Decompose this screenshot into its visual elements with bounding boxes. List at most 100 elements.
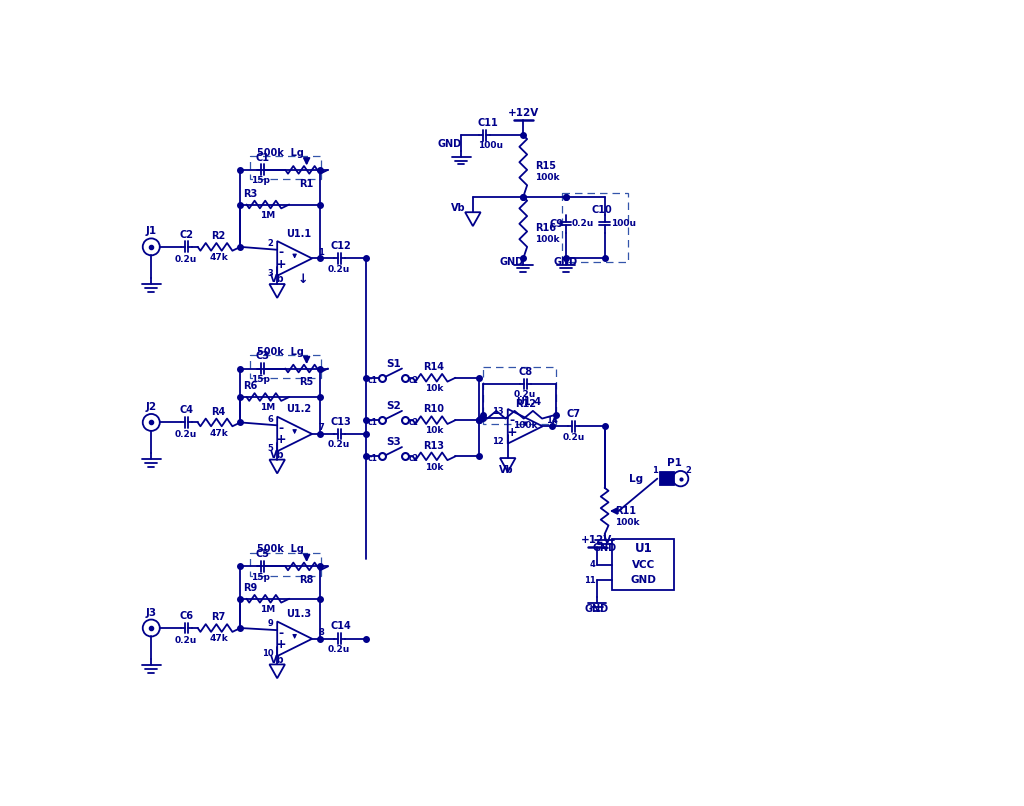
Text: Vb: Vb: [270, 274, 285, 285]
Text: R1: R1: [299, 179, 313, 189]
Text: 100k: 100k: [535, 235, 559, 243]
Bar: [612, 539, 675, 589]
Text: C6: C6: [179, 611, 194, 621]
Text: +: +: [275, 258, 287, 271]
Bar: [250, 156, 322, 179]
Text: C10: C10: [592, 205, 612, 215]
Text: Vb: Vb: [270, 654, 285, 665]
Text: 1M: 1M: [260, 605, 275, 614]
Text: R14: R14: [423, 362, 444, 372]
Text: -: -: [509, 414, 514, 427]
Text: C12: C12: [331, 241, 351, 251]
Text: S1: S1: [386, 359, 400, 369]
Text: R9: R9: [244, 583, 258, 593]
Text: U1.1: U1.1: [286, 229, 311, 239]
Text: C5: C5: [255, 549, 269, 559]
Text: c1: c1: [368, 454, 378, 463]
Text: 11: 11: [584, 575, 595, 585]
Text: 4: 4: [590, 560, 595, 569]
Text: C8: C8: [518, 367, 532, 376]
Text: 15p: 15p: [251, 177, 270, 185]
Text: 0.2u: 0.2u: [328, 440, 350, 449]
Text: C9: C9: [550, 218, 563, 229]
Text: R4: R4: [212, 407, 226, 417]
Text: 1M: 1M: [260, 211, 275, 220]
Text: J3: J3: [145, 608, 157, 617]
Text: U1.2: U1.2: [286, 405, 311, 414]
Text: Lg: Lg: [629, 474, 643, 484]
Bar: [562, 193, 628, 262]
Text: GND: GND: [499, 257, 523, 268]
Text: 14: 14: [547, 416, 558, 425]
Text: U1.3: U1.3: [286, 609, 311, 619]
Text: 100u: 100u: [611, 219, 636, 228]
Text: R8: R8: [299, 575, 313, 585]
Text: J1: J1: [145, 226, 157, 236]
Text: 500k  Lg: 500k Lg: [257, 148, 304, 158]
Text: R6: R6: [244, 381, 258, 391]
Text: R5: R5: [299, 377, 313, 388]
Text: GND: GND: [593, 543, 616, 553]
Text: 1: 1: [652, 467, 658, 476]
Text: 1M: 1M: [260, 403, 275, 413]
Text: +: +: [506, 426, 517, 438]
Text: 15p: 15p: [251, 573, 270, 582]
Text: R3: R3: [244, 189, 258, 199]
Text: 10: 10: [262, 649, 273, 659]
Text: R16: R16: [535, 222, 556, 233]
Text: R11: R11: [615, 506, 637, 516]
Text: 2: 2: [685, 467, 691, 476]
Text: C13: C13: [331, 417, 351, 426]
Text: C11: C11: [478, 118, 499, 128]
Text: U1.4: U1.4: [516, 397, 542, 407]
Text: c1: c1: [368, 376, 378, 384]
Text: c2: c2: [409, 454, 419, 463]
Text: 10k: 10k: [425, 463, 443, 472]
Text: P1: P1: [667, 459, 682, 468]
Text: U1: U1: [635, 542, 652, 555]
Text: +12V: +12V: [508, 108, 539, 118]
Text: C1: C1: [255, 152, 269, 163]
Text: C7: C7: [566, 409, 581, 419]
Text: 3: 3: [267, 268, 273, 278]
Text: 0.2u: 0.2u: [175, 255, 198, 264]
Text: 47k: 47k: [209, 634, 228, 643]
Text: 0.2u: 0.2u: [175, 636, 198, 645]
Bar: [250, 553, 322, 575]
Text: 1: 1: [318, 247, 325, 257]
Text: 100k: 100k: [615, 518, 640, 527]
Text: -: -: [279, 422, 284, 434]
Text: 47k: 47k: [209, 253, 228, 262]
Text: 500k  Lg: 500k Lg: [257, 347, 304, 356]
Text: GND: GND: [554, 257, 578, 268]
Text: C3: C3: [255, 351, 269, 361]
Text: 2: 2: [267, 239, 273, 248]
Text: C2: C2: [179, 230, 194, 239]
Text: GND: GND: [585, 604, 609, 614]
Text: R12: R12: [515, 399, 536, 409]
Text: VCC: VCC: [632, 560, 655, 570]
Text: 7: 7: [318, 423, 324, 432]
Bar: [250, 355, 322, 378]
Text: c2: c2: [409, 376, 419, 384]
Text: c2: c2: [409, 418, 419, 427]
Text: 13: 13: [493, 407, 504, 416]
Text: 100k: 100k: [535, 173, 559, 182]
Text: 0.2u: 0.2u: [514, 390, 537, 399]
Text: -: -: [279, 246, 284, 260]
Text: 8: 8: [318, 628, 324, 637]
Text: R13: R13: [423, 441, 444, 451]
Text: C14: C14: [331, 621, 351, 631]
Text: 0.2u: 0.2u: [175, 430, 198, 439]
Text: 6: 6: [267, 414, 273, 424]
Text: 10k: 10k: [425, 426, 443, 435]
Text: -: -: [279, 626, 284, 639]
Text: GND: GND: [437, 139, 461, 149]
Text: 0.2u: 0.2u: [328, 645, 350, 654]
Text: J2: J2: [145, 402, 157, 412]
Text: R7: R7: [212, 613, 226, 622]
Text: S3: S3: [386, 438, 400, 447]
Text: 500k  Lg: 500k Lg: [257, 545, 304, 555]
Text: 0.2u: 0.2u: [572, 219, 594, 228]
Text: R2: R2: [212, 231, 226, 241]
